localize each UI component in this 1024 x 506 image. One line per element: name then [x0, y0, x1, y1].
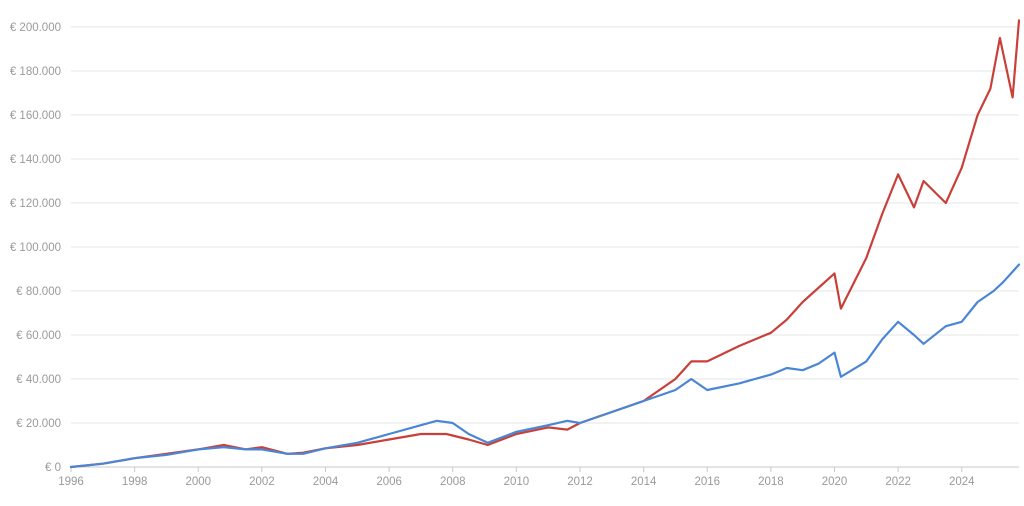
- x-tick-label: 1998: [122, 476, 148, 488]
- x-tick-label: 2016: [694, 476, 720, 488]
- y-tick-label: € 160.000: [10, 110, 61, 122]
- x-tick-label: 2024: [949, 476, 975, 488]
- y-tick-label: € 100.000: [10, 242, 61, 254]
- series-lines: [69, 19, 1021, 469]
- x-tick-label: 2006: [376, 476, 402, 488]
- x-tick-label: 1996: [58, 476, 84, 488]
- x-tick-label: 2018: [758, 476, 784, 488]
- series-line-1: [69, 19, 1021, 469]
- y-tick-label: € 20.000: [16, 418, 61, 430]
- x-tick-label: 2000: [185, 476, 211, 488]
- y-tick-label: € 200.000: [10, 22, 61, 34]
- y-tick-label: € 140.000: [10, 154, 61, 166]
- y-tick-label: € 40.000: [16, 374, 61, 386]
- x-axis: 1996 1998 2000 2002 2004 2006 2008 2010 2012 2014…: [58, 467, 975, 488]
- y-tick-label: € 180.000: [10, 66, 61, 78]
- x-tick-label: 2012: [567, 476, 593, 488]
- x-tick-label: 2022: [885, 476, 911, 488]
- y-tick-label: € 80.000: [16, 286, 61, 298]
- x-tick-label: 2008: [440, 476, 466, 488]
- x-tick-label: 2004: [313, 476, 339, 488]
- y-tick-label: € 60.000: [16, 330, 61, 342]
- x-tick-label: 2010: [504, 476, 530, 488]
- y-axis: € 0 € 20.000 € 40.000 € 60.000 € 80.000 € 100…: [10, 22, 61, 474]
- x-tick-label: 2020: [822, 476, 848, 488]
- y-tick-label: € 120.000: [10, 198, 61, 210]
- series-line-2: [69, 263, 1021, 469]
- x-tick-label: 2014: [631, 476, 657, 488]
- gridlines: [71, 26, 1019, 468]
- x-tick-label: 2002: [249, 476, 275, 488]
- y-tick-label: € 0: [45, 462, 61, 474]
